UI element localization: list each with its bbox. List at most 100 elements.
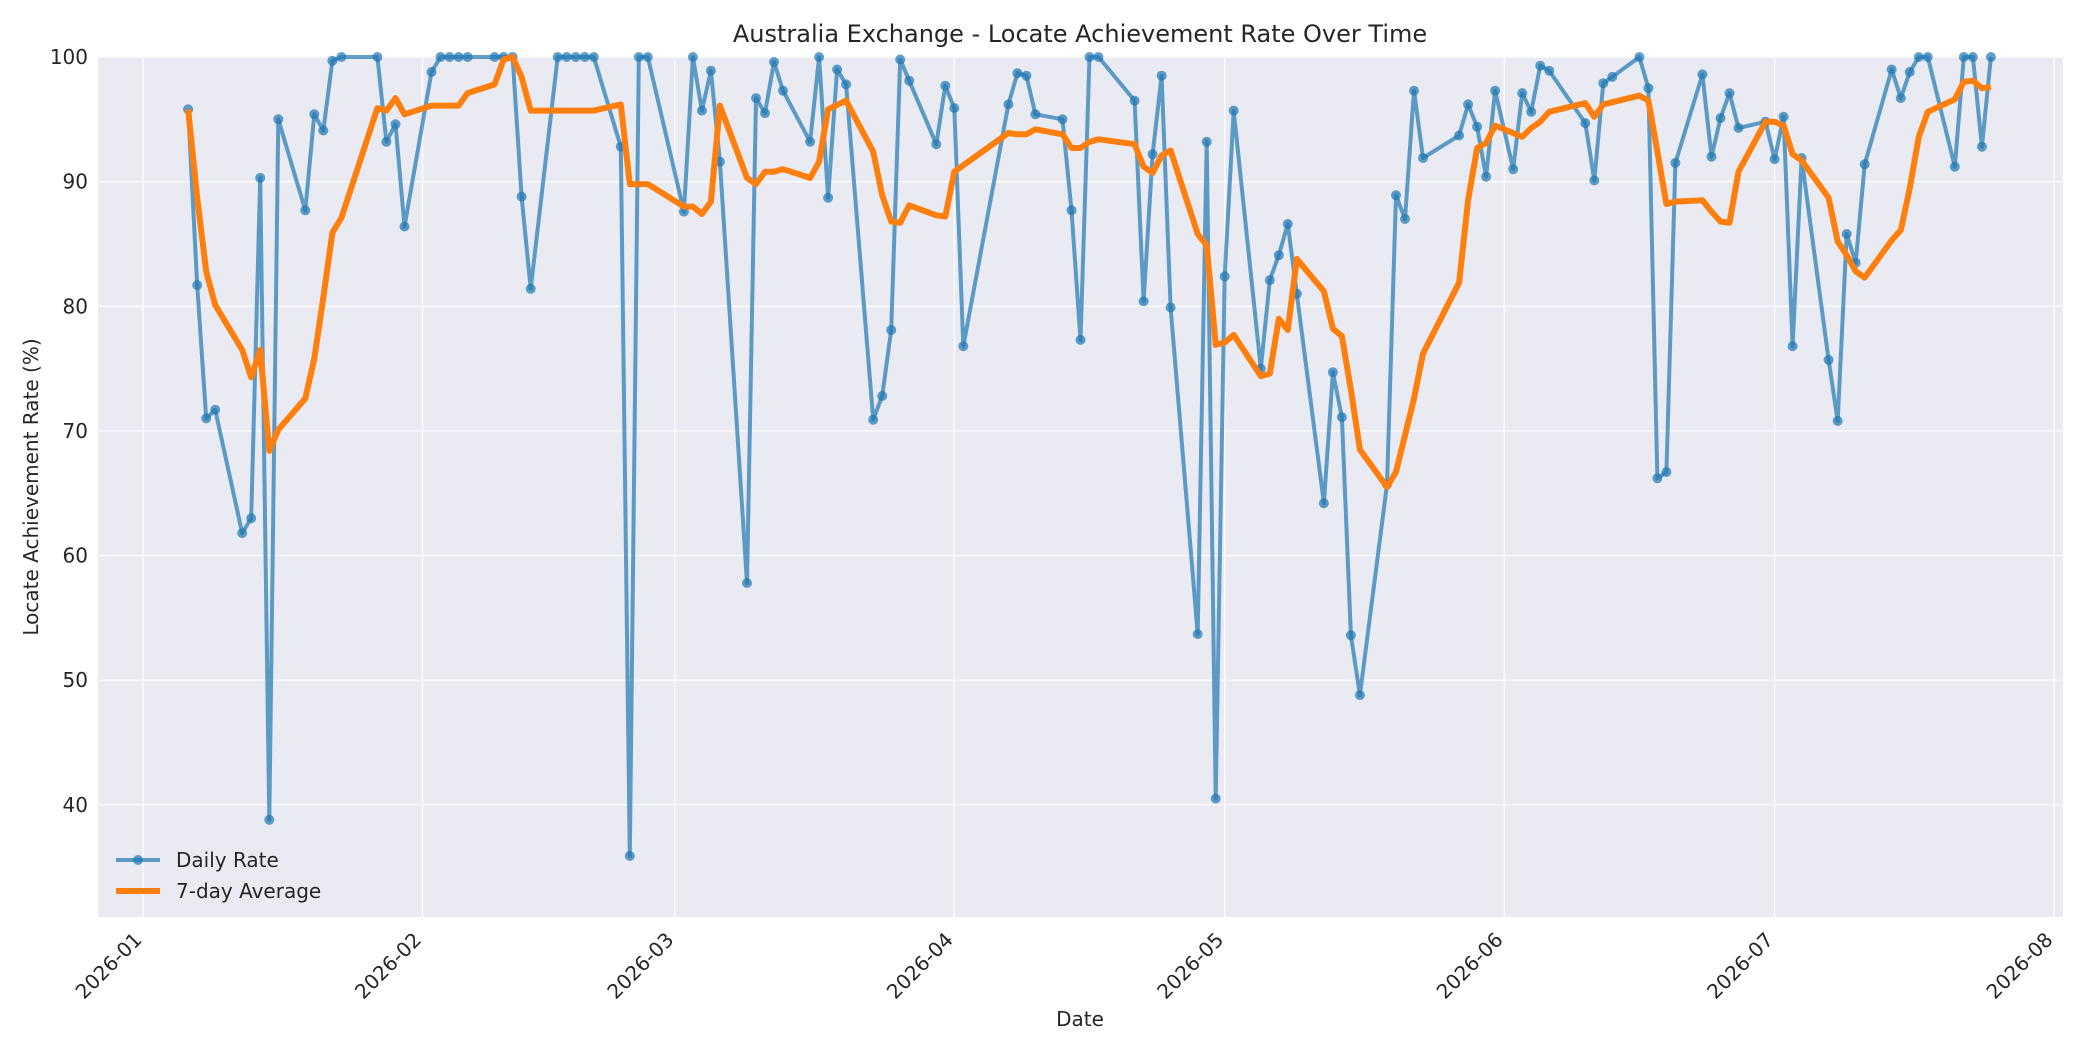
daily-rate-point xyxy=(1832,415,1843,426)
daily-rate-point xyxy=(814,52,825,62)
daily-rate-point xyxy=(1318,498,1329,509)
daily-rate-point xyxy=(958,341,969,352)
daily-rate-point xyxy=(1264,275,1275,286)
legend-label-daily-rate: Daily Rate xyxy=(176,848,279,872)
daily-rate-point xyxy=(877,391,888,401)
daily-rate-point xyxy=(1670,157,1681,168)
daily-rate-point xyxy=(705,65,716,76)
daily-rate-point xyxy=(336,52,347,62)
daily-rate-point xyxy=(1661,467,1672,477)
y-tick-label: 50 xyxy=(63,668,88,692)
daily-rate-point xyxy=(1156,70,1167,81)
daily-rate-point xyxy=(823,192,834,203)
daily-rate-point xyxy=(1454,130,1465,141)
daily-rate-point xyxy=(1823,354,1834,365)
daily-rate-point xyxy=(1967,52,1978,62)
daily-rate-point xyxy=(1598,78,1609,89)
daily-rate-point xyxy=(1030,109,1041,120)
y-axis-ticks: 40 50 60 70 80 90 100 xyxy=(50,45,88,817)
daily-rate-point xyxy=(390,119,401,130)
daily-rate-point xyxy=(1544,65,1555,76)
daily-rate-point xyxy=(1778,111,1789,122)
daily-rate-point xyxy=(453,52,464,62)
daily-rate-point xyxy=(1481,171,1492,182)
chart-title: Australia Exchange - Locate Achievement … xyxy=(733,20,1427,48)
y-tick-label: 90 xyxy=(63,170,88,194)
daily-rate-point xyxy=(1634,52,1645,62)
daily-rate-point xyxy=(525,283,536,294)
daily-rate-point xyxy=(1697,69,1708,80)
daily-rate-point xyxy=(588,52,599,62)
daily-rate-point xyxy=(1192,629,1203,640)
daily-rate-point xyxy=(1886,64,1897,75)
daily-rate-point xyxy=(435,52,446,62)
daily-rate-point xyxy=(489,52,500,62)
daily-rate-point xyxy=(696,105,707,116)
daily-rate-point xyxy=(895,54,906,65)
daily-rate-point xyxy=(868,414,879,425)
daily-rate-point xyxy=(237,528,248,539)
daily-rate-point xyxy=(1526,106,1537,117)
daily-rate-point xyxy=(192,280,203,291)
daily-rate-point xyxy=(742,578,752,588)
daily-rate-point xyxy=(1409,85,1419,96)
daily-rate-point xyxy=(805,136,816,147)
daily-rate-point xyxy=(841,79,852,90)
daily-rate-point xyxy=(642,52,653,62)
daily-rate-point xyxy=(760,108,770,119)
daily-rate-point xyxy=(552,52,563,62)
daily-rate-point xyxy=(1517,88,1528,99)
y-tick-label: 60 xyxy=(63,544,88,568)
daily-rate-point xyxy=(1580,118,1591,129)
daily-rate-point xyxy=(1652,473,1663,484)
daily-rate-point xyxy=(1418,153,1428,163)
y-tick-label: 80 xyxy=(63,294,88,318)
daily-rate-point xyxy=(1003,99,1014,110)
plot-area xyxy=(98,57,2063,917)
daily-rate-point xyxy=(1400,214,1410,224)
daily-rate-point xyxy=(1769,154,1780,165)
daily-rate-point xyxy=(1859,159,1870,170)
daily-rate-point xyxy=(1210,793,1221,804)
daily-rate-point xyxy=(1724,88,1735,99)
daily-rate-point xyxy=(769,57,779,67)
daily-rate-point xyxy=(949,103,960,114)
daily-rate-point xyxy=(931,139,942,150)
series-layer xyxy=(183,52,1996,861)
daily-rate-point xyxy=(633,52,644,62)
daily-rate-point xyxy=(1219,271,1230,282)
daily-rate-point xyxy=(1273,250,1284,261)
daily-rate-point xyxy=(444,52,455,62)
daily-rate-point xyxy=(327,55,338,66)
daily-rate-point xyxy=(579,52,590,62)
daily-rate-point xyxy=(381,136,392,147)
legend: Daily Rate 7-day Average xyxy=(116,848,321,903)
daily-rate-point xyxy=(1228,105,1239,116)
daily-rate-point xyxy=(624,850,635,861)
daily-rate-point xyxy=(1282,219,1293,229)
daily-rate-point xyxy=(1147,149,1158,160)
daily-rate-point xyxy=(1336,412,1347,423)
daily-rate-point xyxy=(1913,52,1924,62)
daily-rate-point xyxy=(1057,114,1068,125)
legend-marker-daily-rate xyxy=(133,855,143,865)
x-axis-label: Date xyxy=(1056,1007,1104,1031)
daily-rate-point xyxy=(1093,52,1104,62)
daily-rate-point xyxy=(1490,85,1501,96)
y-tick-label: 70 xyxy=(63,419,88,443)
daily-rate-point xyxy=(1084,52,1095,62)
daily-rate-point xyxy=(940,80,951,91)
grid-lines xyxy=(98,56,2063,917)
daily-rate-point xyxy=(1949,161,1960,172)
legend-label-7-day-average: 7-day Average xyxy=(176,879,321,903)
daily-rate-point xyxy=(1075,334,1086,345)
daily-rate-point xyxy=(1165,302,1176,313)
daily-rate-point xyxy=(1354,690,1365,701)
daily-rate-point xyxy=(210,404,221,415)
daily-rate-point xyxy=(1607,71,1618,82)
daily-rate-point xyxy=(300,205,311,216)
daily-rate-point xyxy=(1985,52,1996,62)
daily-rate-point xyxy=(1327,367,1338,378)
daily-rate-point xyxy=(1904,67,1915,77)
daily-rate-point xyxy=(570,52,581,62)
